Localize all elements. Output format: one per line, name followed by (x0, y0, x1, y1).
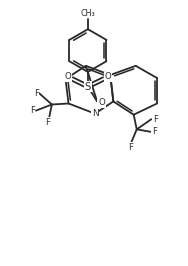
Text: N: N (92, 109, 98, 118)
Text: O: O (64, 72, 71, 81)
Text: F: F (34, 89, 39, 98)
Text: F: F (128, 143, 133, 152)
Text: CH₃: CH₃ (80, 9, 95, 18)
Text: F: F (153, 115, 158, 124)
Text: O: O (98, 98, 105, 107)
Text: S: S (85, 82, 91, 92)
Text: F: F (30, 106, 35, 115)
Text: F: F (45, 118, 50, 127)
Text: F: F (152, 127, 157, 136)
Text: O: O (105, 72, 112, 81)
